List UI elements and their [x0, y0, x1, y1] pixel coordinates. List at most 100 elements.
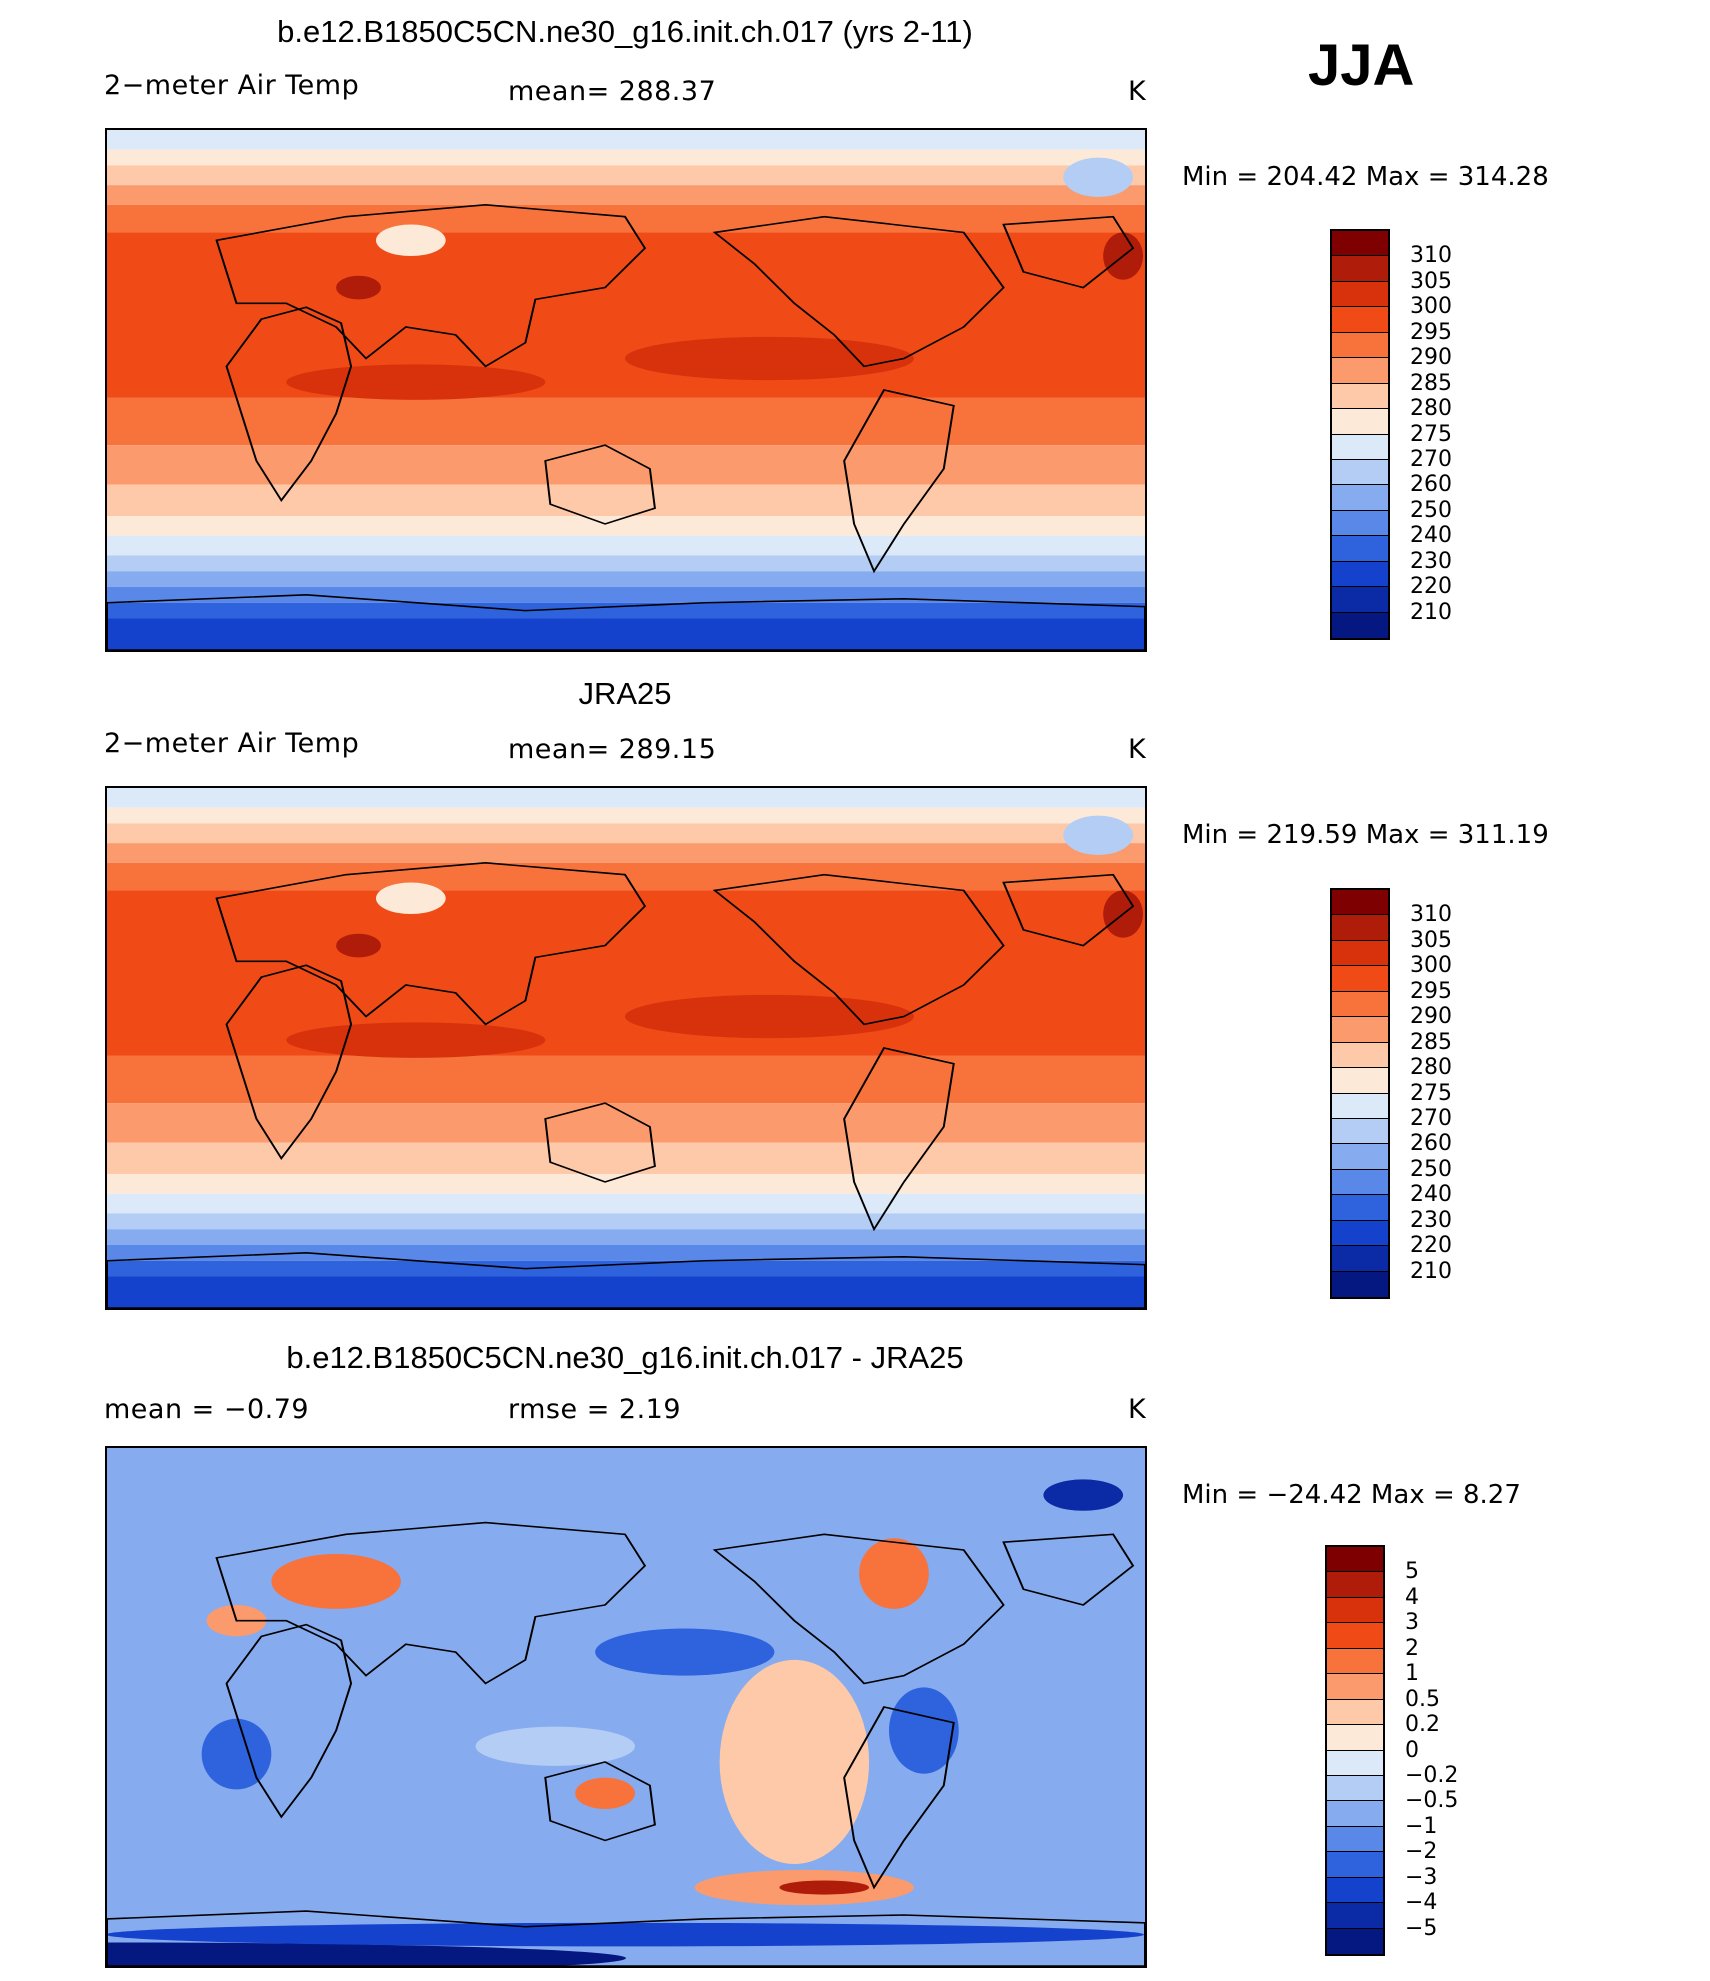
coastline — [215, 204, 647, 368]
colorbar-tick-label: 305 — [1410, 927, 1452, 953]
diff-background — [107, 1448, 1145, 1966]
colorbar-swatch — [1332, 536, 1388, 562]
temperature-band — [107, 571, 1145, 587]
coastline — [215, 1521, 647, 1685]
difference-anomaly — [888, 1687, 959, 1774]
minmax-label-model: Min = 204.42 Max = 314.28 — [1182, 162, 1549, 192]
colorbar-tick-label: 285 — [1410, 370, 1452, 396]
colorbar-swatch — [1327, 1801, 1383, 1827]
minmax-label-diff: Min = −24.42 Max = 8.27 — [1182, 1480, 1521, 1510]
units-label-model: K — [1128, 76, 1147, 107]
colorbar-tick-label: 0.2 — [1405, 1712, 1440, 1738]
coastline — [225, 306, 353, 502]
colorbar-swatch — [1332, 1068, 1388, 1094]
colorbar-obs — [1330, 888, 1390, 1299]
temperature-band — [107, 1142, 1145, 1175]
colorbar-tick-label: 0.5 — [1405, 1686, 1440, 1712]
colorbar-swatch — [1332, 1144, 1388, 1170]
colorbar-tick-label: 310 — [1410, 902, 1452, 928]
temperature-band — [107, 516, 1145, 536]
colorbar-tick-label: −3 — [1405, 1864, 1438, 1890]
temperature-band — [107, 807, 1145, 824]
colorbar-swatch — [1332, 459, 1388, 486]
colorbar-tick-label: −1 — [1405, 1813, 1438, 1839]
map-model-field — [107, 130, 1145, 650]
colorbar-swatch — [1327, 1597, 1383, 1624]
temperature-band — [107, 1193, 1145, 1214]
difference-anomaly — [475, 1726, 635, 1766]
colorbar-swatch — [1332, 434, 1388, 460]
colorbar-tick-label: 300 — [1410, 953, 1452, 979]
variable-label-obs: 2−meter Air Temp — [104, 728, 360, 759]
season-label: JJA — [1308, 33, 1415, 98]
temperature-anomaly — [1063, 815, 1134, 855]
map-model — [105, 128, 1147, 652]
colorbar-swatch — [1332, 358, 1388, 384]
temperature-band — [107, 130, 1145, 150]
colorbar-swatch — [1332, 281, 1388, 308]
colorbar-tick-label: 260 — [1410, 472, 1452, 498]
coastline — [1002, 215, 1135, 289]
difference-anomaly — [779, 1880, 870, 1895]
units-label-obs: K — [1128, 734, 1147, 765]
colorbar-swatch — [1332, 307, 1388, 333]
colorbar-tick-label: 270 — [1410, 446, 1452, 472]
colorbar-tick-label: 295 — [1410, 978, 1452, 1004]
temperature-band — [107, 618, 1145, 650]
colorbar-swatch — [1332, 510, 1388, 537]
temperature-band — [107, 843, 1145, 863]
colorbar-swatch — [1327, 1928, 1383, 1954]
colorbar-tick-label: 210 — [1410, 599, 1452, 625]
colorbar-swatch — [1332, 915, 1388, 941]
difference-anomaly — [271, 1553, 401, 1609]
minmax-label-obs: Min = 219.59 Max = 311.19 — [1182, 820, 1549, 850]
difference-anomaly — [107, 1942, 626, 1966]
colorbar-swatch — [1327, 1775, 1383, 1802]
temperature-anomaly — [625, 994, 914, 1039]
temperature-anomaly — [375, 882, 446, 915]
difference-anomaly — [201, 1718, 272, 1790]
coastline — [544, 1761, 656, 1842]
difference-anomaly — [575, 1777, 635, 1810]
colorbar-tick-label: 240 — [1410, 523, 1452, 549]
temperature-band — [107, 484, 1145, 517]
map-diff — [105, 1446, 1147, 1968]
colorbar-tick-label: 295 — [1410, 319, 1452, 345]
colorbar-diff — [1325, 1545, 1385, 1956]
colorbar-swatch — [1332, 332, 1388, 359]
colorbar-swatch — [1327, 1674, 1383, 1700]
colorbar-model — [1330, 229, 1390, 640]
temperature-band — [107, 1276, 1145, 1308]
colorbar-swatch — [1332, 890, 1388, 916]
coastline — [225, 1623, 353, 1819]
colorbar-tick-label: 2 — [1405, 1635, 1419, 1661]
units-label-diff: K — [1128, 1394, 1147, 1425]
colorbar-swatch — [1332, 1220, 1388, 1247]
coastline — [215, 862, 647, 1026]
colorbar-swatch — [1332, 1271, 1388, 1297]
colorbar-tick-label: 250 — [1410, 1156, 1452, 1182]
colorbar-swatch — [1332, 485, 1388, 511]
colorbar-tick-label: 3 — [1405, 1610, 1419, 1636]
colorbar-tick-label: 230 — [1410, 1207, 1452, 1233]
colorbar-swatch — [1332, 1017, 1388, 1043]
temperature-band — [107, 823, 1145, 844]
colorbar-swatch — [1327, 1826, 1383, 1853]
colorbar-tick-label: 285 — [1410, 1029, 1452, 1055]
colorbar-tick-label: 250 — [1410, 497, 1452, 523]
colorbar-swatch — [1327, 1623, 1383, 1649]
coastline — [712, 215, 1005, 368]
colorbar-tick-label: 230 — [1410, 548, 1452, 574]
coastline — [1002, 873, 1135, 947]
colorbar-swatch — [1332, 940, 1388, 967]
temperature-band — [107, 890, 1145, 1056]
temperature-band — [107, 1244, 1145, 1261]
colorbar-tick-label: 310 — [1410, 243, 1452, 269]
colorbar-tick-label: −0.5 — [1405, 1788, 1459, 1814]
temperature-anomaly — [336, 275, 381, 300]
coastline — [544, 1102, 656, 1183]
temperature-band — [107, 1260, 1145, 1277]
rmse-label-diff: rmse = 2.19 — [508, 1394, 682, 1425]
colorbar-tick-label: 240 — [1410, 1182, 1452, 1208]
coastline — [107, 1910, 1145, 1966]
